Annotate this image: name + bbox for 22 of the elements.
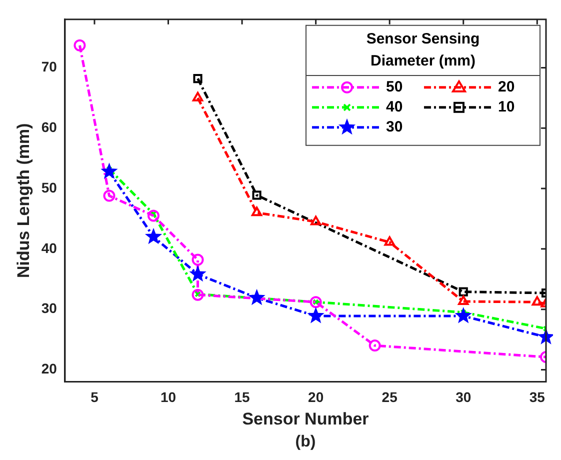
x-tick-label: 25 xyxy=(382,389,398,406)
text: (b) xyxy=(295,433,316,450)
x-tick-label: 30 xyxy=(456,389,472,406)
y-tick-label: 20 xyxy=(41,360,58,377)
x-tick-label: 35 xyxy=(529,389,546,406)
x-tick-label: 15 xyxy=(234,389,250,406)
legend-title: Sensor Sensing Diameter (mm) xyxy=(366,30,480,70)
y-tick-label: 60 xyxy=(41,118,58,135)
y-tick-label: 40 xyxy=(41,240,58,256)
legend-label: 20 xyxy=(498,78,515,96)
legend-label: 50 xyxy=(386,78,403,96)
y-tick-label: 70 xyxy=(41,58,58,75)
y-tick-label: 50 xyxy=(41,179,58,196)
x-axis-title: Sensor Number xyxy=(242,409,370,428)
legend-label: 10 xyxy=(498,98,515,116)
y-axis-title: Nidus Length (mm) xyxy=(14,123,33,278)
legend-label: 30 xyxy=(386,118,403,136)
x-tick-label: 5 xyxy=(90,389,99,406)
legend-label: 40 xyxy=(386,98,403,116)
x-tick-label: 10 xyxy=(160,389,176,406)
x-tick-label: 20 xyxy=(308,389,324,406)
y-tick-label: 30 xyxy=(41,300,58,316)
